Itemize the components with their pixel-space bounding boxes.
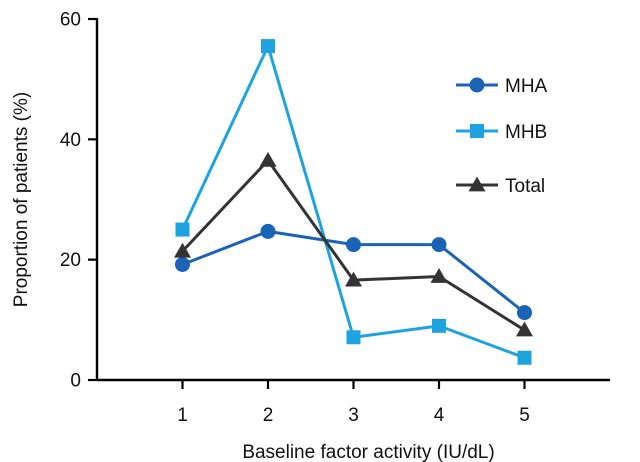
data-point [517,305,532,321]
y-tick-label: 40 [60,130,81,151]
data-point [175,222,190,237]
data-point [346,330,361,345]
axes [95,18,610,382]
legend-item: MHB [456,122,547,143]
data-point [517,350,532,365]
legend: MHA MHB Total [456,76,548,197]
legend-label: MHA [505,76,548,97]
y-tick-label: 60 [60,10,81,31]
legend-item: MHA [456,76,548,97]
x-tick-label: 5 [519,405,530,426]
data-point [174,242,191,258]
series-total [174,151,533,337]
y-tick-label: 0 [70,371,81,392]
data-point [260,223,276,239]
legend-label: Total [505,176,545,197]
data-point [346,237,361,253]
legend-marker [468,176,486,192]
legend-item: Total [456,176,545,197]
data-point [431,237,447,253]
y-axis-title: Proportion of patients (%) [11,92,32,307]
data-point [345,271,362,287]
data-point [430,268,448,283]
y-tick-label: 20 [60,250,81,271]
series-mhb [175,39,532,365]
series-layer [174,39,533,365]
series-line [181,44,526,360]
legend-label: MHB [505,122,547,143]
series-mha [175,223,532,321]
data-point [516,321,533,337]
x-axis-title: Baseline factor activity (IU/dL) [242,442,494,462]
legend-marker [470,124,484,138]
data-point [432,318,446,333]
y-ticks: 0 20 40 60 [60,10,97,392]
x-tick-label: 1 [177,405,188,426]
data-point [259,151,277,167]
legend-marker [469,77,485,93]
x-tick-label: 2 [263,405,274,426]
x-tick-label: 3 [348,405,359,426]
data-point [175,256,190,272]
x-ticks: 1 2 3 4 5 [177,380,530,426]
x-tick-label: 4 [434,405,445,426]
data-point [261,39,275,54]
